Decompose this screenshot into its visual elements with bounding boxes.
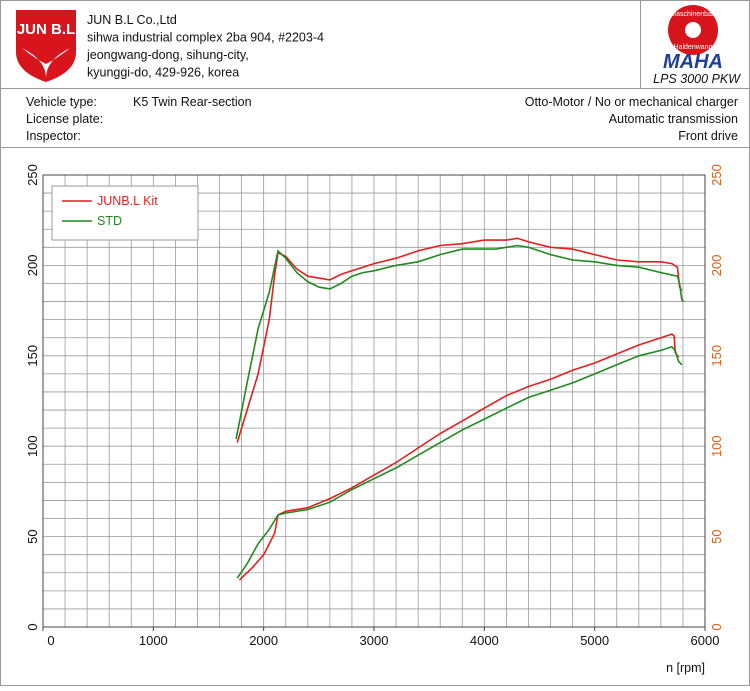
y-tick-label: 250 <box>25 164 40 186</box>
logo-shield <box>16 10 76 82</box>
y2-tick-label: 0 <box>709 623 724 630</box>
y2-tick-label: 150 <box>709 345 724 367</box>
info-right: Front drive <box>678 129 738 143</box>
info: Vehicle type: K5 Twin Rear-section License… <box>26 95 738 143</box>
legend-label: STD <box>97 214 122 228</box>
x-tick-label: 1000 <box>139 633 168 648</box>
company-line: sihwa industrial complex 2ba 904, #2203-… <box>87 31 324 45</box>
maha-gear <box>685 22 701 38</box>
y-tick-label: 100 <box>25 435 40 457</box>
company-line: JUN B.L Co.,Ltd <box>87 13 177 27</box>
x-tick-label: 4000 <box>470 633 499 648</box>
logo-text: JUN B.L <box>17 21 75 38</box>
x-tick-label: 6000 <box>691 633 720 648</box>
info-label: License plate: <box>26 112 103 126</box>
legend-box <box>51 185 199 241</box>
y2-tick-label: 100 <box>709 435 724 457</box>
maha-ring-text: Maschinenbau <box>670 11 716 18</box>
y-tick-label: 150 <box>25 345 40 367</box>
y2-tick-label: 50 <box>709 529 724 543</box>
info-label: Vehicle type: <box>26 95 97 109</box>
info-right: Automatic transmission <box>609 112 738 126</box>
logo-emblem <box>22 48 70 78</box>
maha-ring-text: Haldenwang <box>674 44 713 51</box>
x-tick-label: 0 <box>47 633 54 648</box>
company: JUN B.L Co.,Ltd sihwa industrial complex … <box>86 13 324 80</box>
model: LPS 3000 PKW <box>653 72 741 86</box>
y-tick-label: 50 <box>25 529 40 543</box>
y-tick-label: 200 <box>25 255 40 277</box>
series-line <box>235 244 685 440</box>
series-line <box>236 345 683 579</box>
y2-tick-label: 250 <box>709 164 724 186</box>
maha-wordmark: MAHA <box>663 51 723 73</box>
company-line: jeongwang-dong, sihung-city, <box>86 48 249 62</box>
x-axis-label: n [rpm] <box>666 661 705 675</box>
legend-label: JUNB.L Kit <box>97 194 158 208</box>
info-right: Otto-Motor / No or mechanical charger <box>525 95 738 109</box>
y-tick-label: 0 <box>25 623 40 630</box>
x-tick-label: 2000 <box>249 633 278 648</box>
info-value: K5 Twin Rear-section <box>133 95 252 109</box>
chart: 0 1000 2000 3000 4000 5000 6000050100150200250… <box>25 164 724 675</box>
x-tick-label: 3000 <box>360 633 389 648</box>
company-line: kyunggi-do, 429-926, korea <box>87 66 239 80</box>
y2-tick-label: 200 <box>709 255 724 277</box>
x-tick-label: 5000 <box>580 633 609 648</box>
info-label: Inspector: <box>26 129 81 143</box>
